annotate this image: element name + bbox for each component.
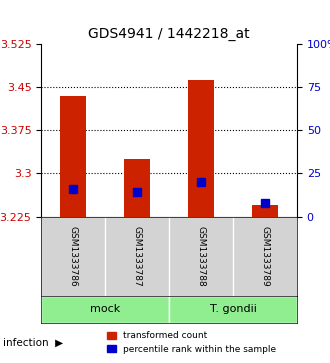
Title: GDS4941 / 1442218_at: GDS4941 / 1442218_at: [88, 27, 250, 41]
Text: infection  ▶: infection ▶: [3, 338, 63, 348]
FancyBboxPatch shape: [41, 295, 169, 323]
FancyBboxPatch shape: [169, 295, 297, 323]
Bar: [124, 159, 150, 217]
Bar: [60, 95, 86, 217]
Text: T. gondii: T. gondii: [210, 304, 256, 314]
Text: GSM1333789: GSM1333789: [260, 226, 270, 286]
Bar: [252, 205, 278, 217]
Text: GSM1333786: GSM1333786: [69, 226, 78, 286]
Legend: transformed count, percentile rank within the sample: transformed count, percentile rank withi…: [102, 327, 280, 359]
Text: GSM1333788: GSM1333788: [197, 226, 206, 286]
Text: mock: mock: [90, 304, 120, 314]
Bar: [188, 80, 214, 217]
Text: GSM1333787: GSM1333787: [133, 226, 142, 286]
